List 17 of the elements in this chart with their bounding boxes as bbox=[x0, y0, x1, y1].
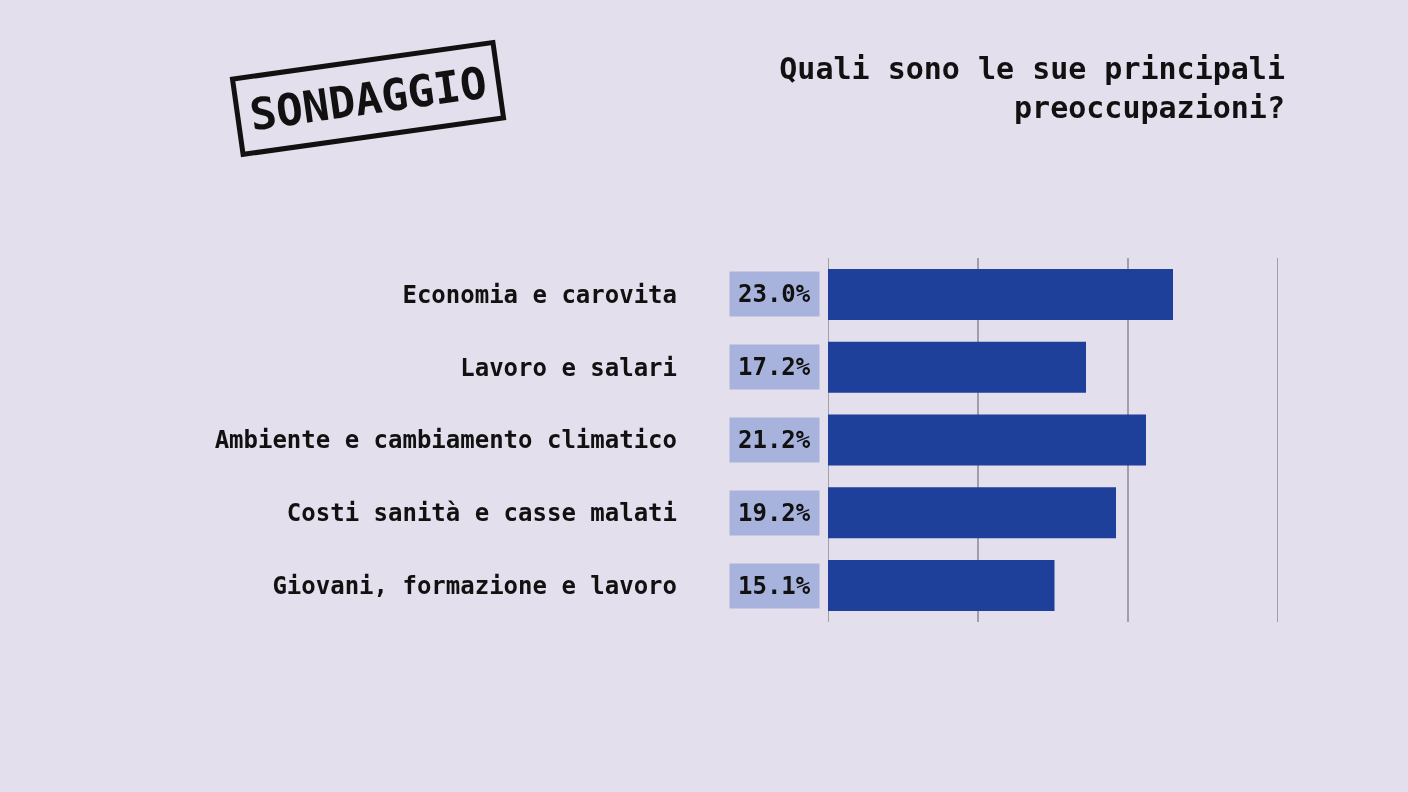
bar bbox=[828, 414, 1146, 466]
y-tick-label: Lavoro e salari bbox=[460, 353, 677, 382]
bar bbox=[828, 341, 1086, 393]
chart-title: Quali sono le sue principali preoccupazioni? bbox=[779, 51, 1285, 126]
data-label: 17.2% bbox=[738, 353, 811, 381]
y-tick-label: Ambiente e cambiamento climatico bbox=[214, 426, 677, 455]
bar bbox=[828, 268, 1173, 320]
data-label: 15.1% bbox=[738, 572, 811, 600]
y-tick-label: Costi sanità e casse malati bbox=[286, 499, 677, 528]
text: SONDAGGIO bbox=[246, 56, 490, 141]
data-label: 21.2% bbox=[738, 426, 811, 454]
y-tick-label: Giovani, formazione e lavoro bbox=[272, 572, 677, 600]
bar bbox=[828, 560, 1055, 612]
y-tick-label: Economia e carovita bbox=[402, 280, 677, 309]
data-label: 19.2% bbox=[738, 499, 811, 527]
data-label: 23.0% bbox=[738, 280, 811, 308]
bar bbox=[828, 487, 1116, 539]
